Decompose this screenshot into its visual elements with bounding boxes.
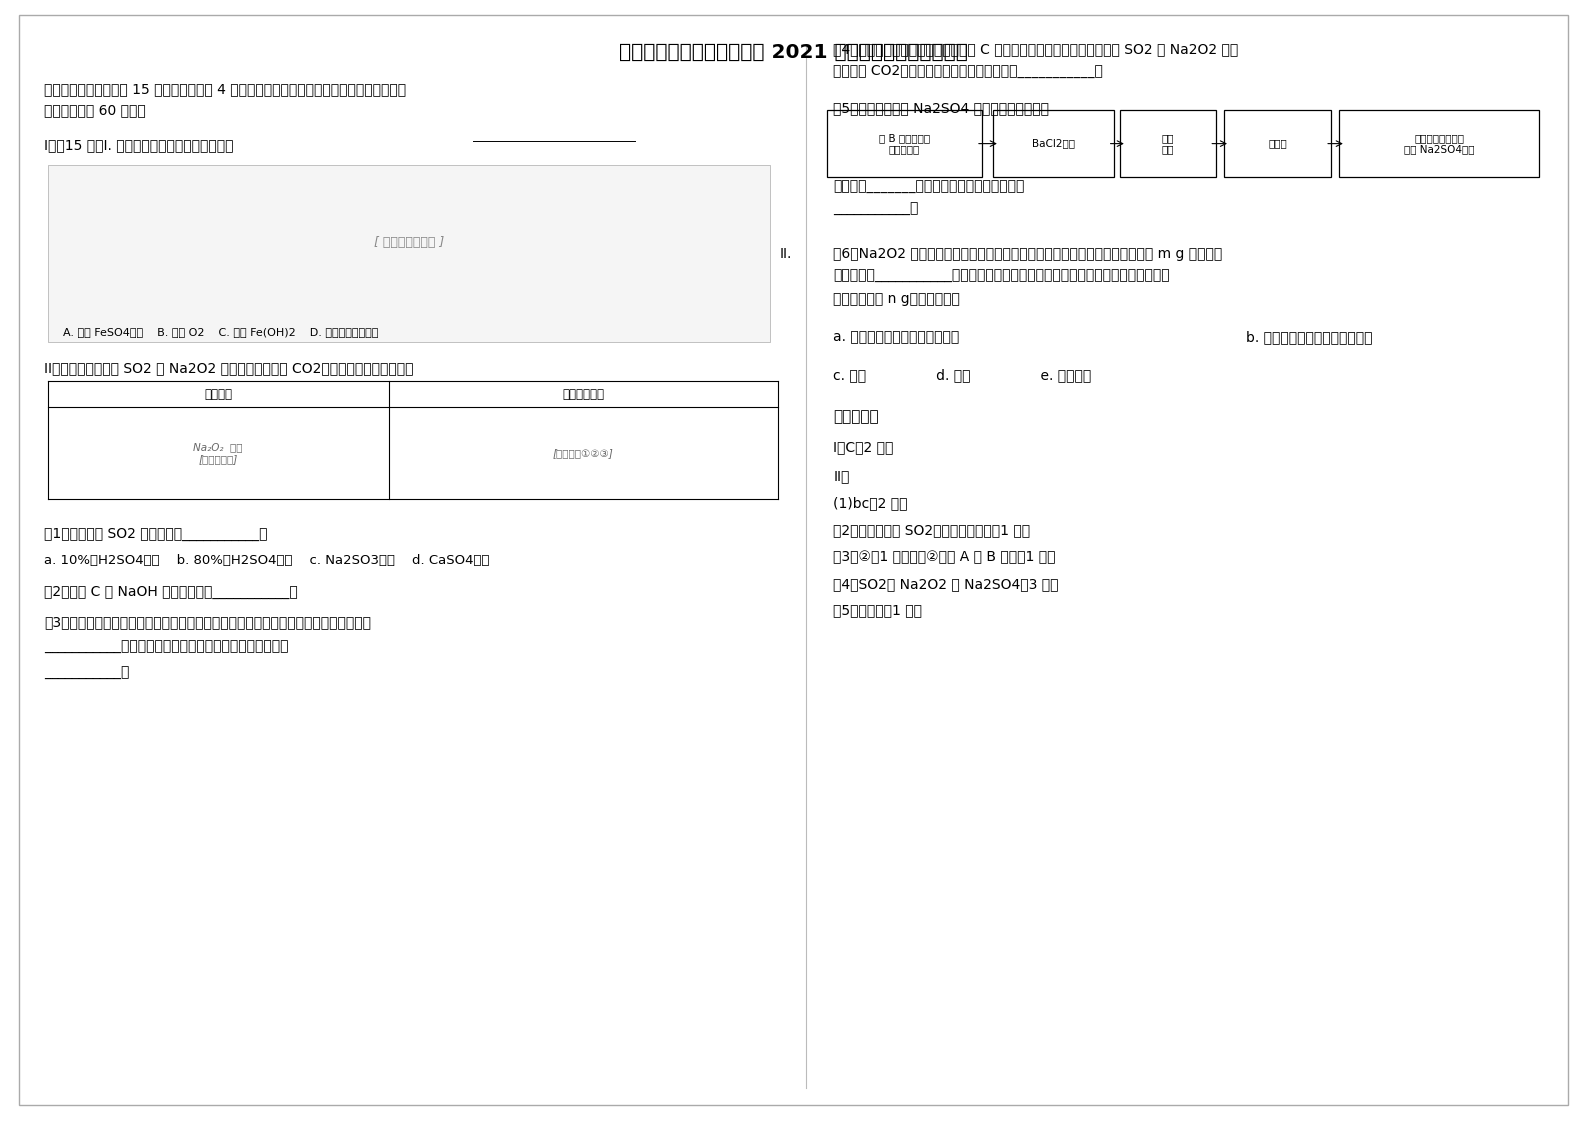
Text: 湖南省衡阳市国师附属中学 2021 年高三化学测试题含解析: 湖南省衡阳市国师附属中学 2021 年高三化学测试题含解析	[619, 43, 968, 62]
Text: 应不同于 CO2，请据此写出反应的化学方程式___________；: 应不同于 CO2，请据此写出反应的化学方程式___________；	[833, 64, 1103, 77]
Text: a. 10%的H2SO4溶液    b. 80%的H2SO4溶液    c. Na2SO3固体    d. CaSO4固体: a. 10%的H2SO4溶液 b. 80%的H2SO4溶液 c. Na2SO3固…	[44, 554, 490, 568]
Text: 供选择的装置: 供选择的装置	[562, 388, 605, 401]
Text: I．（15 分）I. 下列操作或仪器的选用正确的是: I．（15 分）I. 下列操作或仪器的选用正确的是	[44, 138, 233, 151]
FancyBboxPatch shape	[1120, 110, 1216, 177]
Text: 参考答案：: 参考答案：	[833, 410, 879, 424]
Text: c. 过滤                d. 洗涤                e. 蒸发结晶: c. 过滤 d. 洗涤 e. 蒸发结晶	[833, 368, 1092, 381]
Text: ___________；: ___________；	[44, 666, 130, 680]
FancyBboxPatch shape	[48, 165, 770, 342]
Text: （4）SO2＋ Na2O2 ＝ Na2SO4（3 分）: （4）SO2＋ Na2O2 ＝ Na2SO4（3 分）	[833, 577, 1059, 590]
Text: （2）吸收多余的 SO2，防止污染环境（1 分）: （2）吸收多余的 SO2，防止污染环境（1 分）	[833, 523, 1030, 536]
Text: （5）不合理（1 分）: （5）不合理（1 分）	[833, 604, 922, 617]
Text: （1）选择制取 SO2 的合适试剂___________；: （1）选择制取 SO2 的合适试剂___________；	[44, 527, 268, 541]
Text: II．: II．	[833, 469, 849, 482]
Text: 一、单选题（本大题共 15 个小题，每小题 4 分。在每小题给出的四个选项中，只有一项符合: 一、单选题（本大题共 15 个小题，每小题 4 分。在每小题给出的四个选项中，只…	[44, 82, 406, 95]
Text: A. 滴定 FeSO4溶液    B. 制取 O2    C. 制备 Fe(OH)2    D. 除去乙醇中的乙酸: A. 滴定 FeSO4溶液 B. 制取 O2 C. 制备 Fe(OH)2 D. …	[63, 327, 379, 337]
Text: (1)bc（2 分）: (1)bc（2 分）	[833, 496, 908, 509]
Text: 稀盐酸: 稀盐酸	[1268, 139, 1287, 148]
Text: [ 化学实验装置图 ]: [ 化学实验装置图 ]	[373, 236, 444, 249]
Text: 白色
沉淀: 白色 沉淀	[1162, 132, 1174, 155]
FancyBboxPatch shape	[1224, 110, 1331, 177]
Text: ___________（填编号，说明所选装置在整套装置中的位置: ___________（填编号，说明所选装置在整套装置中的位置	[44, 640, 289, 653]
FancyBboxPatch shape	[993, 110, 1114, 177]
Text: （6）Na2O2 反应完全后，为确定所得固体的组成，可进行如下操作：称取样品 m g 并溶于适: （6）Na2O2 反应完全后，为确定所得固体的组成，可进行如下操作：称取样品 m…	[833, 247, 1222, 260]
Text: ___________；: ___________；	[833, 202, 919, 215]
Text: II.: II.	[779, 247, 792, 260]
Text: II．某同学为了探究 SO2 与 Na2O2 的反应是否类似于 CO2，设计反应装置见下图。: II．某同学为了探究 SO2 与 Na2O2 的反应是否类似于 CO2，设计反应…	[44, 361, 414, 375]
FancyBboxPatch shape	[1339, 110, 1539, 177]
Text: （3）②（1 分），将②加在 A 和 B 之间（1 分）: （3）②（1 分），将②加在 A 和 B 之间（1 分）	[833, 550, 1055, 563]
Text: 题目要求，共 60 分。）: 题目要求，共 60 分。）	[44, 103, 146, 117]
Text: BaCl2溶液: BaCl2溶液	[1032, 139, 1076, 148]
Text: I．C（2 分）: I．C（2 分）	[833, 440, 893, 453]
Text: （5）为检验是否有 Na2SO4 生成，设计如下方案: （5）为检验是否有 Na2SO4 生成，设计如下方案	[833, 101, 1049, 114]
Text: 燥沉淀质量为 n g，计算含量。: 燥沉淀质量为 n g，计算含量。	[833, 292, 960, 305]
Text: （3）上述反应装置有些不足之处，为完善该装置，请从供选择的装置中选择需要的装置: （3）上述反应装置有些不足之处，为完善该装置，请从供选择的装置中选择需要的装置	[44, 615, 371, 628]
Text: （4）移开棉花，将带火星的木条放在 C 试管口，木条不复燃，该同学认为 SO2 与 Na2O2 的反: （4）移开棉花，将带火星的木条放在 C 试管口，木条不复燃，该同学认为 SO2 …	[833, 43, 1238, 56]
FancyBboxPatch shape	[827, 110, 982, 177]
Text: Na₂O₂  棉花
[反应装置图]: Na₂O₂ 棉花 [反应装置图]	[194, 442, 243, 465]
Text: 反应装置: 反应装置	[205, 388, 232, 401]
Text: a. 加足量盐酸酸化的氯化钡溶液: a. 加足量盐酸酸化的氯化钡溶液	[833, 330, 960, 343]
Text: 仍有白色沉淀，证
明有 Na2SO4生成: 仍有白色沉淀，证 明有 Na2SO4生成	[1404, 132, 1474, 155]
Text: 量的水中，___________（选择下列操作的编号按操作顺序填入），烘干，称量，干: 量的水中，___________（选择下列操作的编号按操作顺序填入），烘干，称量…	[833, 269, 1170, 283]
Text: 将 B 中反应后的
固体溶于水: 将 B 中反应后的 固体溶于水	[879, 132, 930, 155]
Text: 上述方案_______（填合理、不合理），理由：: 上述方案_______（填合理、不合理），理由：	[833, 180, 1025, 193]
Text: [供选装置①②③]: [供选装置①②③]	[552, 449, 614, 458]
Text: b. 加足量硫酸酸化的氯化钡溶液: b. 加足量硫酸酸化的氯化钡溶液	[1246, 330, 1373, 343]
Text: （2）装置 C 中 NaOH 溶液的作用是___________；: （2）装置 C 中 NaOH 溶液的作用是___________；	[44, 585, 298, 598]
